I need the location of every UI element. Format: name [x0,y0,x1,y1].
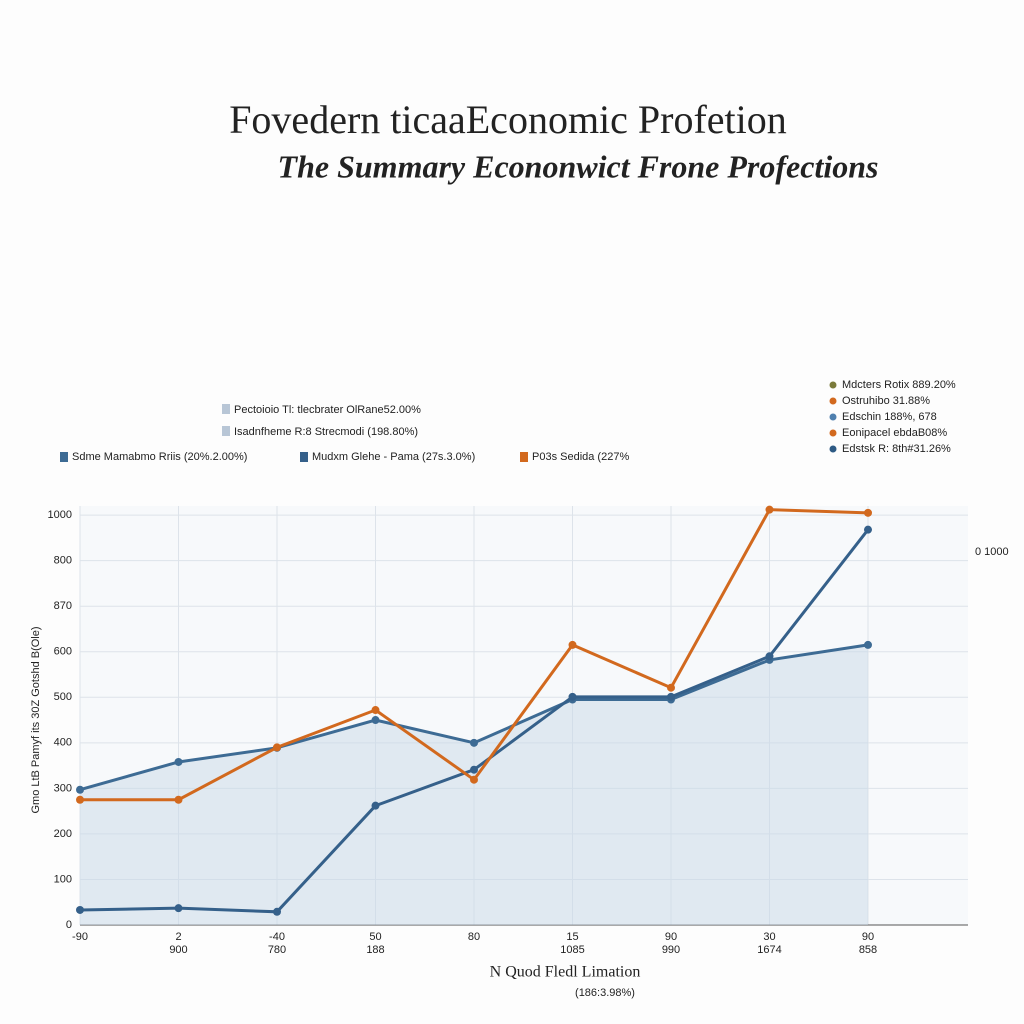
x-tick-label: 50 [369,931,381,943]
x-tick-sublabel: 188 [366,944,384,956]
side-legend-label: Mdcters Rotix 889.20% [842,379,956,391]
note-text: Pectoioio Tl: tlecbrater OlRane52.00% [234,404,421,416]
x-tick-sublabel: 1085 [560,944,584,956]
point [76,795,84,804]
point [371,706,380,715]
y-tick-label: 200 [54,828,72,840]
legend-swatch [300,452,308,462]
x-tick-label: 90 [665,931,677,943]
point [174,904,183,913]
point [273,907,281,916]
x-tick-sublabel: 858 [859,944,877,956]
point [667,683,675,692]
area [80,644,868,925]
point [568,640,577,649]
y-tick-label: 300 [54,782,72,794]
point [864,640,872,649]
point [765,505,774,514]
x-tick-label: 15 [566,931,578,943]
x-axis-label: N Quod Fledl Limation [490,964,641,981]
x-tick-label: 30 [763,931,775,943]
point [371,801,380,810]
side-legend-label: Edstsk R: 8th#31.26% [842,443,951,455]
chart-subtitle: The Summary Econonwict Frone Profections [278,148,879,184]
x-tick-sublabel: 900 [169,944,187,956]
y-tick-label: 870 [54,600,72,612]
x-tick-label: 90 [862,931,874,943]
point [568,692,577,701]
y-tick-label: 1000 [48,509,72,521]
side-legend-label: Edschin 188%, 678 [842,411,937,423]
point [76,785,84,794]
point [864,508,872,517]
point [371,716,380,725]
x-tick-sublabel: 780 [268,944,286,956]
annotation: 0 1000 [975,546,1009,558]
x-tick-label: -40 [269,931,285,943]
legend-swatch [520,452,528,462]
note-swatch [222,426,230,436]
legend-label: Mudxm Glehe - Pama (27s.3.0%) [312,451,475,463]
point [174,757,183,766]
point [470,765,478,774]
legend-label: Sdme Mamabmo Rriis (20%.2.00%) [72,451,247,463]
x-tick-label: 80 [468,931,480,943]
x-tick-sublabel: 990 [662,944,680,956]
y-tick-label: 600 [54,646,72,658]
x-tick-label: -90 [72,931,88,943]
point [864,525,872,534]
side-legend-label: Ostruhibo 31.88% [842,395,930,407]
side-legend-marker [829,413,837,421]
legend-swatch [60,452,68,462]
chart-title: Fovedern ticaaEconomic Profetion [229,97,787,142]
x-tick-label: 2 [175,931,181,943]
note-text: Isadnfheme R:8 Strecmodi (198.80%) [234,426,418,438]
y-tick-label: 400 [54,737,72,749]
x-tick-sublabel: 1674 [757,944,781,956]
point [76,905,84,914]
legend-label: P03s Sedida (227% [532,451,629,463]
point [470,775,478,784]
y-tick-label: 100 [54,873,72,885]
note-swatch [222,404,230,414]
y-tick-label: 500 [54,691,72,703]
point [470,738,478,747]
y-tick-label: 800 [54,555,72,567]
point [667,692,675,701]
y-tick-label: 0 [66,919,72,931]
side-legend-marker [829,381,837,389]
side-legend-marker [829,429,837,437]
point [174,795,183,804]
point [765,652,774,661]
side-legend-marker [829,397,837,405]
side-legend-label: Eonipacel ebdaB08% [842,427,947,439]
x-axis-sublabel: (186:3.98%) [575,987,635,999]
point [273,743,281,752]
y-axis-label: Gmo LtB Pamyf its 30Z Gotshd B(Ole) [30,626,42,813]
side-legend-marker [829,445,837,453]
